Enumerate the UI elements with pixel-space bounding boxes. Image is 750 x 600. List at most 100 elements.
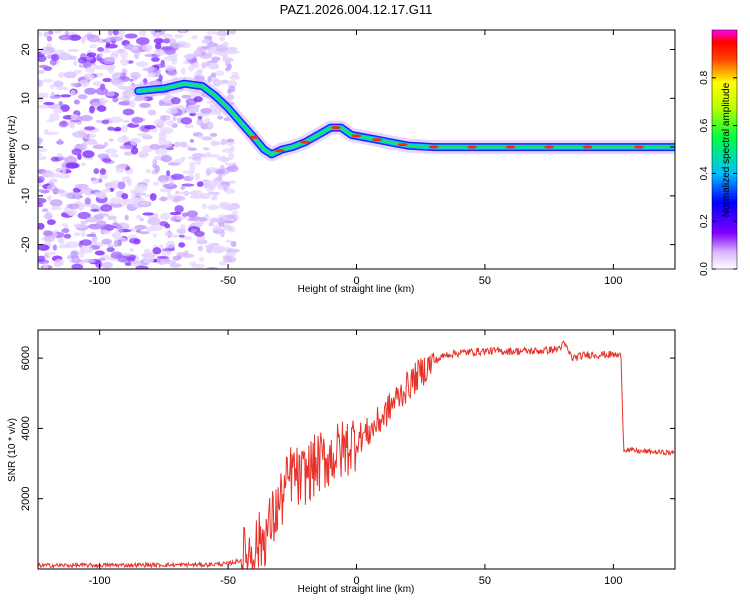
ridge-hotspot bbox=[248, 135, 259, 139]
noise-blob bbox=[210, 196, 217, 201]
snr-xlabel: Height of straight line (km) bbox=[298, 584, 415, 595]
noise-blob bbox=[175, 215, 188, 220]
noise-blob bbox=[120, 58, 129, 66]
noise-blob bbox=[175, 190, 180, 195]
noise-blob bbox=[161, 248, 176, 252]
ridge-hotspot bbox=[505, 145, 516, 149]
noise-blob bbox=[110, 78, 123, 85]
noise-blob bbox=[231, 71, 239, 78]
noise-blob bbox=[158, 74, 163, 81]
noise-blob bbox=[107, 244, 114, 248]
noise-blob bbox=[145, 226, 155, 232]
noise-blob bbox=[135, 229, 141, 233]
noise-blob bbox=[201, 62, 207, 69]
noise-blob bbox=[131, 46, 138, 51]
noise-blob bbox=[131, 74, 138, 81]
noise-blob bbox=[85, 216, 99, 223]
noise-blob bbox=[162, 38, 171, 44]
noise-blob bbox=[80, 220, 89, 224]
noise-blob bbox=[198, 217, 207, 222]
noise-blob bbox=[124, 33, 138, 39]
noise-blob bbox=[72, 131, 87, 138]
noise-blob bbox=[186, 210, 198, 218]
noise-blob bbox=[127, 178, 132, 187]
noise-blob bbox=[102, 56, 116, 65]
noise-blob bbox=[91, 177, 99, 185]
noise-blob bbox=[178, 234, 185, 238]
noise-blob bbox=[121, 252, 132, 256]
noise-blob bbox=[72, 60, 78, 66]
noise-blob bbox=[224, 162, 234, 166]
snr-ytick-label: 6000 bbox=[20, 346, 32, 370]
ridge-hotspot bbox=[300, 140, 311, 144]
noise-blob bbox=[97, 153, 110, 159]
noise-blob bbox=[180, 186, 186, 190]
noise-blob bbox=[46, 219, 56, 226]
noise-blob bbox=[49, 84, 55, 90]
spectrogram-ytick-label: -10 bbox=[20, 188, 32, 204]
noise-blob bbox=[187, 147, 198, 151]
noise-blob bbox=[139, 201, 150, 207]
noise-blob bbox=[70, 114, 79, 120]
noise-blob bbox=[79, 114, 93, 122]
noise-blob bbox=[101, 238, 113, 245]
noise-blob bbox=[65, 162, 79, 169]
noise-blob bbox=[184, 250, 189, 256]
spectral-ridge bbox=[131, 76, 675, 162]
ridge-hotspot bbox=[634, 145, 645, 149]
noise-blob bbox=[121, 193, 129, 200]
noise-blob bbox=[174, 195, 186, 202]
noise-blob bbox=[183, 54, 194, 60]
noise-blob bbox=[164, 230, 174, 237]
spectrogram-xtick-label: 50 bbox=[479, 275, 491, 287]
noise-blob bbox=[89, 44, 98, 49]
noise-blob bbox=[194, 220, 205, 227]
noise-blob bbox=[74, 183, 89, 189]
noise-blob bbox=[80, 36, 86, 44]
noise-blob bbox=[52, 107, 63, 114]
noise-blob bbox=[180, 67, 186, 75]
noise-blob bbox=[118, 225, 124, 234]
noise-blob bbox=[98, 52, 103, 58]
noise-blob bbox=[141, 44, 153, 51]
noise-blob bbox=[135, 265, 149, 269]
noise-blob bbox=[220, 157, 230, 163]
noise-blob bbox=[47, 172, 60, 178]
ridge-hotspot bbox=[372, 138, 383, 142]
noise-blob bbox=[92, 144, 106, 150]
noise-blob bbox=[57, 156, 66, 160]
noise-blob bbox=[78, 249, 85, 258]
noise-blob bbox=[166, 191, 172, 200]
chart-title: PAZ1.2026.004.12.17.G11 bbox=[280, 2, 433, 17]
noise-blob bbox=[120, 223, 130, 227]
noise-blob bbox=[122, 119, 130, 124]
noise-blob bbox=[58, 34, 72, 41]
noise-blob bbox=[222, 224, 232, 231]
noise-blob bbox=[181, 253, 194, 259]
noise-blob bbox=[97, 47, 105, 52]
noise-blob bbox=[106, 247, 115, 253]
colorbar-tick-label: 0.0 bbox=[699, 262, 710, 276]
noise-blob bbox=[38, 222, 45, 230]
noise-blob bbox=[54, 30, 62, 34]
noise-blob bbox=[45, 131, 59, 136]
spectrogram-ylabel: Frequency (Hz) bbox=[7, 116, 18, 185]
noise-blob bbox=[109, 203, 123, 208]
noise-blob bbox=[63, 233, 72, 239]
snr-xtick-label: 100 bbox=[604, 575, 622, 587]
noise-blob bbox=[104, 148, 118, 154]
noise-blob bbox=[149, 193, 157, 201]
noise-blob bbox=[134, 224, 147, 230]
ridge-hotspot bbox=[351, 134, 362, 138]
noise-blob bbox=[46, 35, 53, 42]
noise-blob bbox=[192, 62, 200, 69]
ridge-hotspot bbox=[274, 149, 285, 153]
noise-blob bbox=[79, 79, 90, 88]
noise-blob bbox=[142, 255, 155, 264]
noise-blob bbox=[59, 104, 70, 112]
noise-blob bbox=[82, 150, 95, 159]
noise-blob bbox=[99, 97, 106, 102]
noise-blob bbox=[123, 151, 134, 156]
noise-blob bbox=[144, 125, 156, 130]
noise-blob bbox=[129, 189, 140, 195]
